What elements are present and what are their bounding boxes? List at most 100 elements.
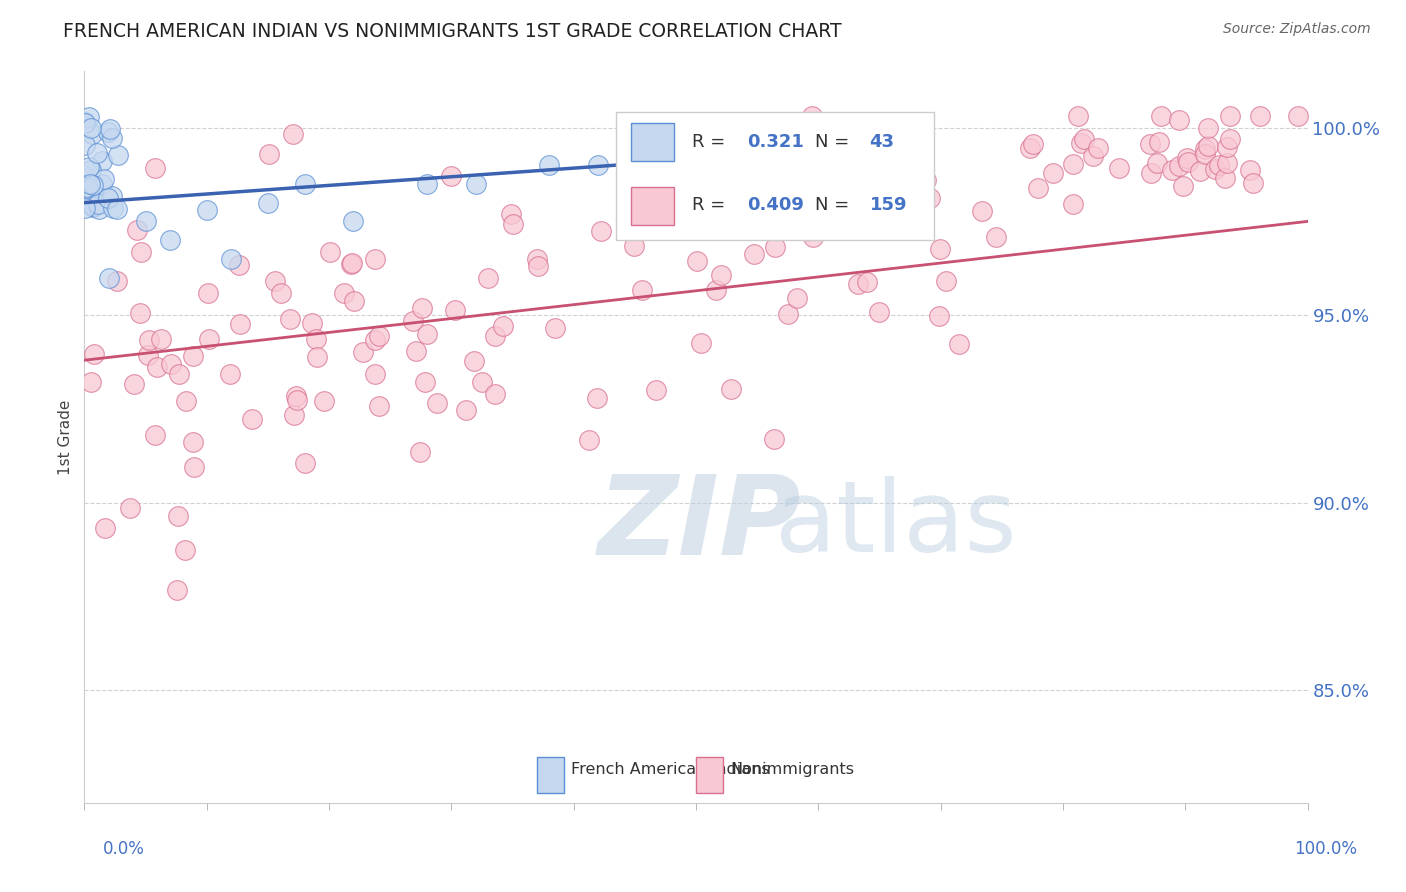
Point bbox=[484, 328, 506, 343]
Point bbox=[301, 316, 323, 330]
Point bbox=[928, 309, 950, 323]
Point bbox=[1042, 166, 1064, 180]
Point bbox=[160, 357, 183, 371]
Point bbox=[101, 189, 124, 203]
Point bbox=[363, 367, 385, 381]
Point bbox=[454, 403, 477, 417]
Point bbox=[198, 332, 221, 346]
Point bbox=[122, 377, 145, 392]
Point bbox=[631, 210, 654, 224]
Text: FRENCH AMERICAN INDIAN VS NONIMMIGRANTS 1ST GRADE CORRELATION CHART: FRENCH AMERICAN INDIAN VS NONIMMIGRANTS … bbox=[63, 22, 842, 41]
Point bbox=[82, 199, 104, 213]
FancyBboxPatch shape bbox=[631, 123, 673, 161]
Point bbox=[1139, 137, 1161, 152]
Point bbox=[143, 427, 166, 442]
Point bbox=[1108, 161, 1130, 176]
Point bbox=[80, 376, 103, 390]
Point bbox=[1067, 109, 1090, 123]
Point bbox=[364, 252, 387, 266]
Point bbox=[1219, 132, 1241, 146]
Point bbox=[97, 270, 120, 285]
Point bbox=[73, 116, 96, 130]
Point bbox=[294, 177, 316, 191]
Point bbox=[73, 137, 96, 152]
Point bbox=[1173, 179, 1195, 194]
Point bbox=[1087, 141, 1109, 155]
Point bbox=[796, 224, 818, 238]
Point bbox=[270, 286, 292, 301]
Point bbox=[79, 177, 101, 191]
Point bbox=[585, 392, 607, 406]
Point bbox=[173, 543, 195, 558]
Point bbox=[848, 277, 870, 291]
Point bbox=[343, 293, 366, 308]
Text: Source: ZipAtlas.com: Source: ZipAtlas.com bbox=[1223, 22, 1371, 37]
Point bbox=[80, 163, 103, 178]
Point bbox=[285, 392, 308, 407]
Point bbox=[87, 202, 110, 217]
Point bbox=[1070, 136, 1092, 150]
Point bbox=[264, 274, 287, 288]
Point bbox=[644, 384, 666, 398]
Text: N =: N = bbox=[814, 133, 849, 152]
Point bbox=[195, 203, 218, 218]
Point bbox=[75, 201, 97, 215]
Point bbox=[786, 291, 808, 305]
Point bbox=[77, 110, 100, 124]
Point bbox=[1161, 162, 1184, 177]
Text: 159: 159 bbox=[870, 196, 907, 214]
Point bbox=[367, 329, 389, 343]
Point bbox=[762, 432, 785, 446]
Point bbox=[167, 368, 190, 382]
Point bbox=[763, 239, 786, 253]
FancyBboxPatch shape bbox=[537, 757, 564, 793]
Text: French American Indians: French American Indians bbox=[571, 762, 770, 777]
Point bbox=[352, 344, 374, 359]
Point bbox=[120, 500, 142, 515]
Point bbox=[138, 334, 160, 348]
Point bbox=[631, 284, 654, 298]
Point bbox=[1019, 141, 1042, 155]
Text: 43: 43 bbox=[870, 133, 894, 152]
Point bbox=[1062, 156, 1084, 170]
Point bbox=[240, 412, 263, 426]
Text: 0.409: 0.409 bbox=[748, 196, 804, 214]
Point bbox=[740, 149, 762, 163]
Point bbox=[1197, 121, 1219, 136]
Point bbox=[1175, 152, 1198, 166]
Point bbox=[166, 583, 188, 598]
Text: 100.0%: 100.0% bbox=[1294, 840, 1357, 858]
Point bbox=[984, 230, 1007, 244]
Point bbox=[1215, 156, 1237, 170]
Point bbox=[342, 214, 364, 228]
Point bbox=[970, 204, 993, 219]
Point bbox=[219, 252, 242, 266]
Point bbox=[499, 207, 522, 221]
Point bbox=[93, 172, 115, 186]
FancyBboxPatch shape bbox=[616, 112, 935, 240]
Point bbox=[704, 283, 727, 297]
Point bbox=[852, 175, 875, 189]
Point bbox=[86, 146, 108, 161]
Text: N =: N = bbox=[814, 196, 849, 214]
Point bbox=[219, 368, 242, 382]
Point bbox=[1177, 154, 1199, 169]
Point bbox=[97, 125, 120, 139]
Point bbox=[538, 158, 561, 172]
Point bbox=[484, 387, 506, 401]
Point bbox=[228, 258, 250, 272]
Point bbox=[159, 233, 181, 247]
Point bbox=[440, 169, 463, 183]
Point bbox=[1139, 165, 1161, 179]
Point bbox=[685, 151, 707, 165]
Point bbox=[319, 245, 342, 260]
Point bbox=[91, 177, 114, 191]
Point bbox=[83, 347, 105, 361]
Point bbox=[103, 201, 125, 215]
Point bbox=[105, 274, 128, 288]
Point bbox=[75, 169, 97, 184]
Point bbox=[135, 214, 157, 228]
Point bbox=[769, 166, 792, 180]
Point bbox=[105, 202, 128, 216]
Point bbox=[257, 195, 280, 210]
